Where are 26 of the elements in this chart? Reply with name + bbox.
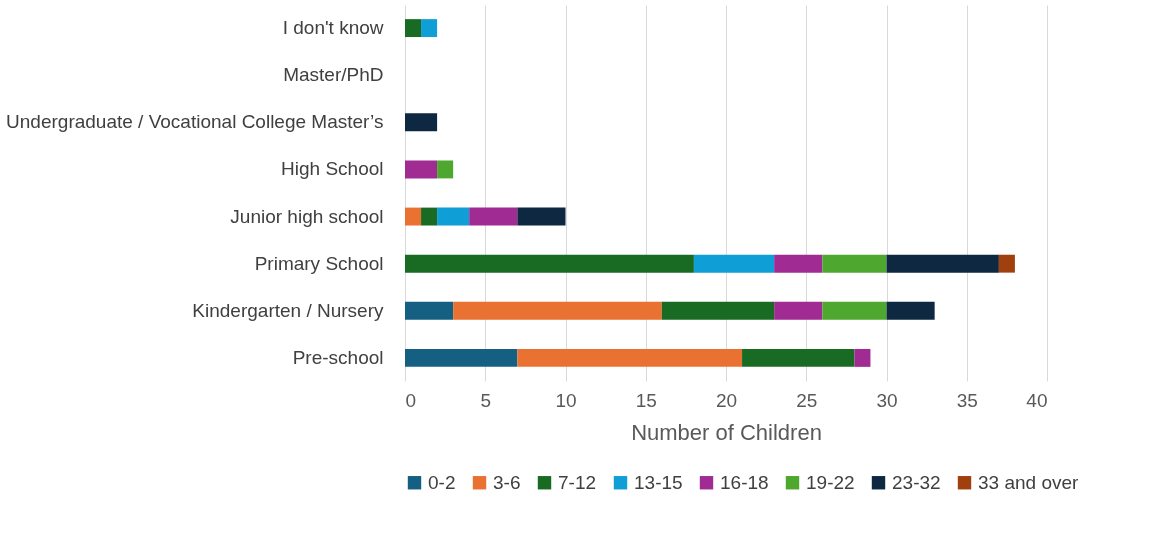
x-tick-label: 15	[635, 389, 657, 411]
legend-label: 19-22	[806, 471, 855, 493]
legend-label: 16-18	[720, 471, 769, 493]
legend-label: 7-12	[558, 471, 597, 493]
x-tick-label: 10	[555, 389, 577, 411]
legend-label: 33 and over	[978, 471, 1080, 493]
y-tick-label: Primary School	[254, 252, 384, 274]
y-tick-label: Undergraduate / Vocational College Master’s	[6, 111, 384, 133]
x-tick-label: 35	[956, 389, 978, 411]
y-tick-label: I don't know	[282, 17, 384, 39]
legend-label: 13-15	[634, 471, 683, 493]
y-tick-label: High School	[281, 158, 384, 180]
legend-label: 3-6	[493, 471, 521, 493]
y-tick-label: Junior high school	[230, 205, 384, 227]
y-tick-label: Master/PhD	[283, 64, 384, 86]
y-tick-label: Pre-school	[292, 346, 384, 368]
x-tick-label: 30	[876, 389, 898, 411]
x-axis-title: Number of Children	[631, 419, 822, 445]
x-tick-label: 40	[1026, 389, 1048, 411]
x-tick-label: 5	[480, 389, 492, 411]
legend-label: 0-2	[428, 471, 456, 493]
x-tick-label: 0	[405, 389, 417, 411]
x-tick-label: 20	[715, 389, 738, 411]
x-tick-label: 25	[796, 389, 818, 411]
y-tick-label: Kindergarten / Nursery	[192, 299, 384, 321]
legend-label: 23-32	[892, 471, 941, 493]
